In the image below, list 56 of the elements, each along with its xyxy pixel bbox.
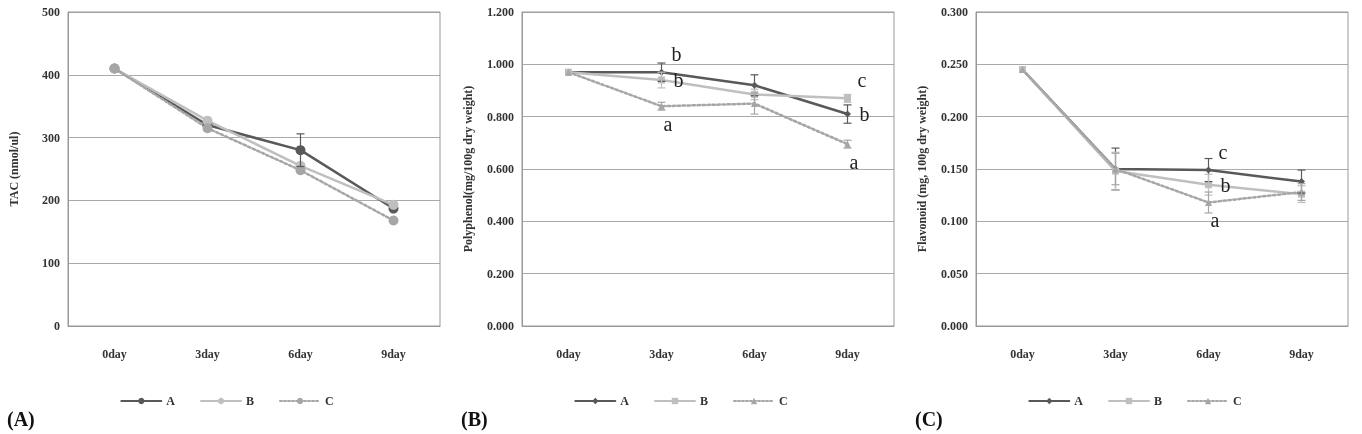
legend-label: C xyxy=(1233,394,1242,408)
y-tick-label: 0.100 xyxy=(941,214,968,229)
y-axis-title: Polyphenol(mg/100g dry weight) xyxy=(461,85,475,253)
y-tick-label: 500 xyxy=(42,5,60,19)
annotation: b xyxy=(1220,173,1231,196)
y-tick-label: 0.000 xyxy=(487,319,514,333)
text: (B) xyxy=(461,408,488,431)
x-tick-label: 0day xyxy=(1010,347,1035,361)
y-axis-title: TAC (nmol/ul) xyxy=(7,131,21,207)
legend-label: B xyxy=(700,394,709,408)
y-tick-label: 0.600 xyxy=(487,162,514,176)
x-tick-label: 3day xyxy=(1103,347,1128,361)
x-tick-label: 3day xyxy=(649,347,674,361)
legend-label: A xyxy=(620,394,630,408)
annotation: c xyxy=(857,69,867,92)
x-tick-label: 9day xyxy=(835,347,860,361)
y-tick-label: 400 xyxy=(42,67,60,82)
legend-label: C xyxy=(779,394,788,408)
y-tick-label: 0.200 xyxy=(487,266,514,281)
y-axis-title: Flavonoid (mg, 100g dry weight) xyxy=(915,85,929,253)
text: (C) xyxy=(915,408,943,431)
x-tick-label: 6day xyxy=(288,347,313,361)
y-tick-label: 0.400 xyxy=(487,214,514,229)
y-tick-label: 300 xyxy=(42,130,60,145)
annotation: b xyxy=(671,43,682,66)
annotation: c xyxy=(1218,141,1228,164)
annotation: a xyxy=(1210,209,1220,232)
legend-label: B xyxy=(246,394,255,408)
x-tick-label: 0day xyxy=(556,347,581,361)
y-tick-label: 0.200 xyxy=(941,109,968,124)
x-tick-label: 6day xyxy=(742,347,767,361)
y-tick-label: 0.300 xyxy=(941,5,968,19)
annotation: b xyxy=(859,103,870,126)
y-tick-label: 0.150 xyxy=(941,162,968,176)
y-tick-label: 0 xyxy=(54,319,60,333)
x-tick-label: 3day xyxy=(195,347,220,361)
legend-label: A xyxy=(1074,394,1084,408)
y-tick-label: 0.800 xyxy=(487,109,514,124)
annotation: b xyxy=(673,69,684,92)
annotation: a xyxy=(849,151,859,174)
y-tick-label: 0.000 xyxy=(941,319,968,333)
annotation: a xyxy=(663,113,673,136)
x-tick-label: 6day xyxy=(1196,347,1221,361)
y-tick-label: 1.200 xyxy=(487,5,514,19)
y-tick-label: 1.000 xyxy=(487,57,514,72)
x-tick-label: 0day xyxy=(102,347,127,361)
legend-label: C xyxy=(325,394,334,408)
legend-label: A xyxy=(166,394,176,408)
x-tick-label: 9day xyxy=(1289,347,1314,361)
y-tick-label: 200 xyxy=(42,193,60,208)
text: (A) xyxy=(7,408,35,431)
x-tick-label: 9day xyxy=(381,347,406,361)
legend-label: B xyxy=(1154,394,1163,408)
y-tick-label: 0.250 xyxy=(941,57,968,72)
y-tick-label: 0.050 xyxy=(941,266,968,281)
y-tick-label: 100 xyxy=(42,256,60,271)
